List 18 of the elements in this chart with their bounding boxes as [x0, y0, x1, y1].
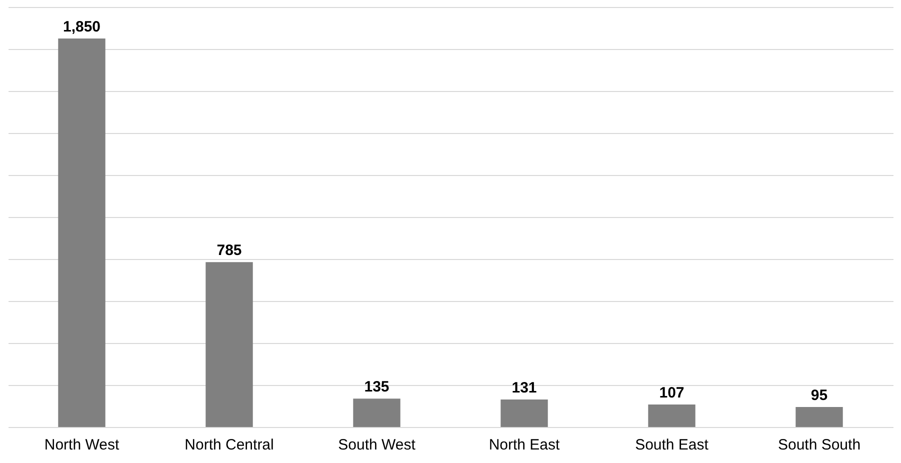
- bar: [500, 399, 548, 427]
- bar: [58, 38, 106, 427]
- data-label: 1,850: [62, 18, 101, 36]
- data-label: 95: [810, 387, 828, 404]
- data-label: 107: [659, 384, 684, 402]
- bar: [206, 262, 253, 427]
- x-tick-label: South West: [338, 436, 416, 454]
- x-tick-label: North Central: [184, 436, 274, 454]
- bar: [796, 407, 843, 427]
- bar: [648, 404, 696, 427]
- x-tick-label: South East: [635, 436, 710, 454]
- data-label: 785: [216, 242, 242, 260]
- bar: [353, 398, 400, 427]
- data-label: 131: [512, 379, 537, 396]
- data-label: 135: [364, 378, 390, 396]
- x-tick-label: North East: [488, 436, 561, 454]
- x-tick-label: South South: [778, 436, 861, 454]
- x-tick-label: North West: [44, 436, 120, 454]
